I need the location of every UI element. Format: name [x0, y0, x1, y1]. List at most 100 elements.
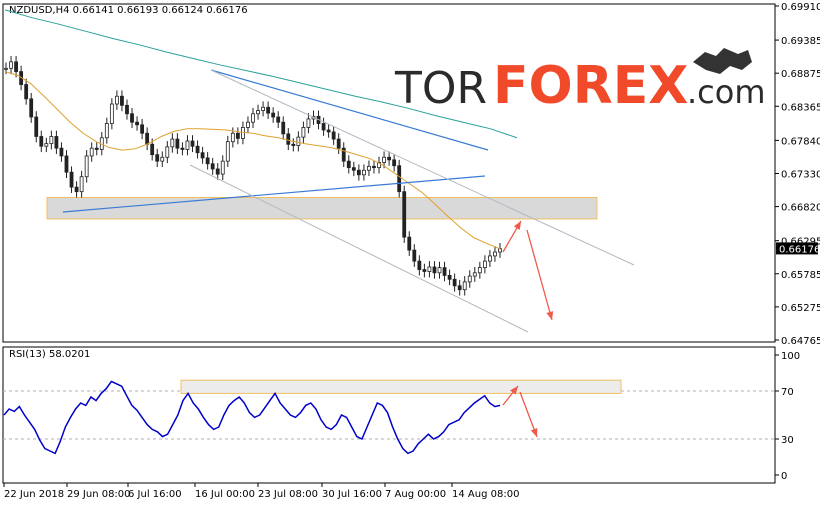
- candle-body: [336, 138, 341, 149]
- rsi-tick-label: 70: [781, 387, 794, 398]
- candle-body: [407, 236, 412, 251]
- symbol-header: NZDUSD,H4 0.66141 0.66193 0.66124 0.6617…: [9, 5, 248, 16]
- candle-body: [321, 123, 326, 131]
- moving-average-fast: [4, 71, 501, 250]
- candle-body: [482, 260, 487, 269]
- candle-body: [175, 138, 180, 149]
- candle-body: [266, 106, 271, 114]
- candle-body: [79, 176, 84, 193]
- moving-average-slow: [4, 9, 518, 139]
- x-tick-label: 14 Aug 08:00: [452, 489, 519, 500]
- candle-body: [14, 61, 18, 72]
- candle-body: [382, 156, 386, 163]
- rsi-tick-label: 0: [781, 471, 787, 482]
- rsi-header: RSI(13) 58.0201: [9, 349, 90, 360]
- candle-body: [145, 132, 150, 145]
- candle-body: [165, 146, 170, 158]
- support-trendline: [62, 175, 486, 213]
- current-price-box: [776, 242, 818, 255]
- candle-body: [9, 61, 13, 69]
- candle-body: [94, 147, 99, 150]
- candle-body: [64, 155, 69, 173]
- candle-body: [59, 147, 64, 157]
- candle-body: [39, 136, 44, 147]
- channel-lower: [189, 164, 529, 333]
- rsi-resistance-zone: [180, 379, 622, 394]
- x-tick-label: 23 Jul 08:00: [258, 489, 318, 500]
- candle-body: [251, 113, 255, 123]
- price-tick-label: 0.69910: [781, 2, 820, 13]
- logo-forex: FOREX: [493, 56, 688, 116]
- candle-body: [271, 112, 276, 118]
- candle-body: [301, 126, 306, 138]
- rsi-arrow-down-head: [530, 428, 538, 437]
- candle-body: [135, 121, 139, 126]
- candle-body: [392, 159, 397, 167]
- candle-body: [452, 278, 457, 287]
- forecast-arrow-up-head: [513, 221, 521, 230]
- candle-body: [367, 165, 371, 171]
- torforex-logo: TOR FOREX .com: [394, 48, 766, 116]
- candle-body: [170, 138, 175, 148]
- candle-body: [210, 163, 215, 170]
- x-tick-label: 6 Jul 16:00: [128, 489, 182, 500]
- candle-body: [417, 260, 422, 270]
- price-tick-label: 0.68875: [781, 69, 820, 80]
- candle-body: [462, 281, 467, 291]
- candle-body: [215, 168, 220, 175]
- bull-icon: [693, 48, 752, 74]
- candle-body: [120, 95, 124, 106]
- candle-body: [109, 103, 114, 124]
- candle-body: [195, 145, 200, 154]
- price-tick-label: 0.69385: [781, 36, 820, 47]
- candle-body: [34, 116, 39, 137]
- candle-body: [261, 106, 265, 111]
- x-tick-label: 22 Jun 2018: [4, 489, 64, 500]
- current-price-label: 0.66176: [779, 244, 820, 255]
- candle-body: [4, 67, 8, 70]
- candle-body: [442, 267, 447, 276]
- candle-body: [467, 275, 472, 283]
- candle-body: [74, 186, 79, 193]
- candle-body: [205, 157, 210, 165]
- candle-body: [472, 272, 477, 277]
- candle-body: [54, 136, 59, 149]
- x-tick-label: 16 Jul 00:00: [195, 489, 255, 500]
- channel-upper: [210, 69, 635, 266]
- candle-body: [114, 95, 119, 105]
- logo-tor: TOR: [394, 63, 487, 114]
- candle-body: [412, 249, 417, 262]
- candle-body: [402, 191, 407, 238]
- candle-body: [185, 140, 190, 150]
- candle-body: [125, 104, 129, 115]
- candle-body: [457, 285, 462, 291]
- price-tick-label: 0.66820: [781, 203, 820, 214]
- x-tick-label: 30 Jul 16:00: [322, 489, 382, 500]
- candle-body: [155, 154, 160, 162]
- price-tick-label: 0.67840: [781, 136, 820, 147]
- candle-body: [432, 266, 437, 274]
- rsi-panel-frame: [2, 346, 776, 484]
- forecast-arrow-down: [526, 229, 553, 321]
- rsi-tick-label: 100: [781, 351, 800, 362]
- candle-body: [296, 136, 301, 146]
- logo-com: .com: [687, 73, 766, 111]
- candle-body: [225, 141, 230, 162]
- rsi-line: [3, 380, 501, 455]
- x-tick-label: 29 Jun 08:00: [67, 489, 131, 500]
- candle-body: [220, 160, 225, 175]
- candle-body: [130, 113, 134, 123]
- price-tick-label: 0.66295: [781, 237, 820, 248]
- candle-body: [326, 129, 331, 133]
- candle-body: [306, 118, 311, 128]
- candle-body: [498, 248, 502, 253]
- candle-body: [140, 124, 145, 134]
- candle-body: [331, 131, 336, 140]
- candle-body: [104, 123, 109, 139]
- resistance-trendline: [210, 69, 489, 151]
- price-tick-label: 0.68365: [781, 102, 820, 113]
- candle-body: [493, 251, 497, 257]
- candle-body: [190, 140, 195, 147]
- candle-body: [180, 147, 185, 150]
